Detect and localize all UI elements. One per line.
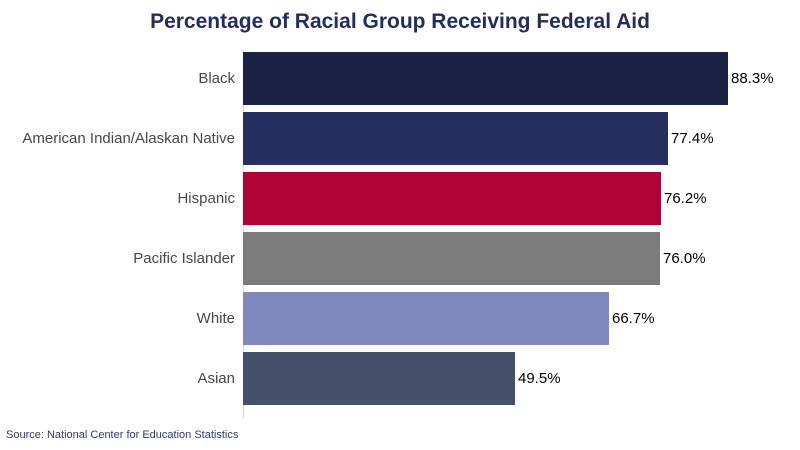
category-label: White [196,310,235,327]
category-label: Asian [197,370,235,387]
category-label: Pacific Islander [133,250,235,267]
bar [243,352,515,405]
bar [243,232,660,285]
bar-track: 66.7% [243,292,800,345]
category-label: Hispanic [177,190,235,207]
bar-row: American Indian/Alaskan Native 77.4% [0,112,800,165]
bar [243,172,661,225]
bar-row: Asian 49.5% [0,352,800,405]
chart-title: Percentage of Racial Group Receiving Fed… [150,10,650,33]
plot-area: Black 88.3% American Indian/Alaskan Nati… [0,50,800,418]
value-label: 76.0% [663,250,706,267]
source-note: Source: National Center for Education St… [6,429,239,441]
bar-row: Pacific Islander 76.0% [0,232,800,285]
value-label: 76.2% [664,190,707,207]
bar [243,52,728,105]
category-label: Black [198,70,235,87]
bar [243,112,668,165]
bar-track: 49.5% [243,352,800,405]
bar-row: White 66.7% [0,292,800,345]
bar-row: Black 88.3% [0,52,800,105]
bar-track: 88.3% [243,52,800,105]
bar [243,292,609,345]
value-label: 49.5% [518,370,561,387]
bar-track: 76.2% [243,172,800,225]
bar-row: Hispanic 76.2% [0,172,800,225]
value-label: 77.4% [671,130,714,147]
bar-track: 76.0% [243,232,800,285]
value-label: 66.7% [612,310,655,327]
value-label: 88.3% [731,70,774,87]
category-label: American Indian/Alaskan Native [22,130,235,147]
bar-track: 77.4% [243,112,800,165]
